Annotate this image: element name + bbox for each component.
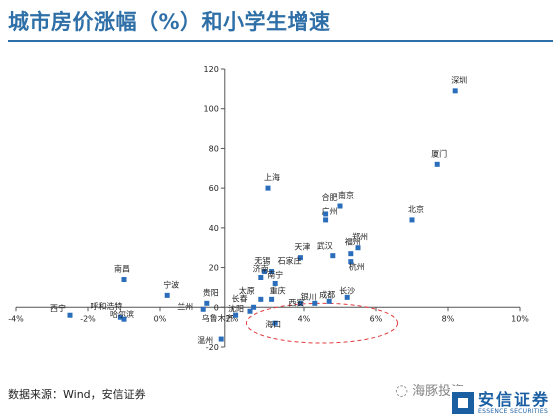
data-point-label: 南京 xyxy=(338,190,354,200)
data-point-label: 兰州 xyxy=(177,301,193,311)
data-point-label: 北京 xyxy=(408,204,424,214)
x-tick-label: 6% xyxy=(370,314,383,323)
y-tick-label: 100 xyxy=(204,105,219,114)
data-point xyxy=(348,259,354,265)
data-source-note: 数据来源：Wind，安信证券 xyxy=(8,388,146,401)
data-point xyxy=(200,306,206,312)
data-point xyxy=(272,320,278,326)
data-point xyxy=(258,275,264,280)
data-point xyxy=(355,245,361,251)
wechat-icon: ◌ xyxy=(395,380,409,399)
data-point xyxy=(348,251,354,257)
brand-name-cn: 安信证券 xyxy=(478,389,551,409)
brand-name-en: ESSENCE SECURITIES xyxy=(478,407,549,415)
data-point-label: 银川 xyxy=(301,291,317,301)
y-tick-label: 120 xyxy=(204,65,219,74)
data-point xyxy=(164,292,170,298)
title-underline xyxy=(8,40,553,42)
data-point-label: 呼和浩特 xyxy=(90,301,122,311)
chart-title: 城市房价涨幅（%）和小学生增速 xyxy=(8,10,331,34)
data-point xyxy=(67,312,73,318)
data-point-label: 杭州 xyxy=(349,262,365,272)
data-point xyxy=(233,312,239,318)
data-point xyxy=(265,185,271,191)
data-point xyxy=(269,296,275,302)
y-tick-label: 40 xyxy=(209,224,219,233)
highlight-ellipse xyxy=(245,302,399,344)
data-point-label: 温州 xyxy=(197,336,213,345)
x-tick-label: 0% xyxy=(154,314,167,323)
data-point xyxy=(269,269,275,275)
data-point-label: 海口 xyxy=(265,319,281,329)
x-tick-label: 8% xyxy=(442,314,455,323)
y-tick-label: 0 xyxy=(214,303,219,312)
scatter-chart: -4% -2% 0% 2% 4% 6% 8% 10% -20 0 20 40 60 80 100 120 深圳厦… xyxy=(0,42,553,382)
data-point xyxy=(434,161,440,167)
data-point-label: 广州 xyxy=(322,206,338,216)
data-point xyxy=(326,298,332,304)
data-point xyxy=(204,300,210,306)
data-point-label: 长沙 xyxy=(339,285,355,295)
data-point xyxy=(218,336,224,342)
x-tick-label: 10% xyxy=(511,314,529,323)
data-point-label: 上海 xyxy=(264,172,280,182)
data-point-label: 长春 xyxy=(232,293,248,303)
data-point xyxy=(247,308,253,314)
data-point-label: 太原 xyxy=(239,285,255,295)
data-point-label: 无锡 xyxy=(254,257,270,266)
data-point-label: 天津 xyxy=(294,242,310,252)
data-point-label: 西安 xyxy=(288,297,304,307)
x-tick-label: -4% xyxy=(8,314,24,323)
data-point-label: 深圳 xyxy=(451,75,467,85)
data-point xyxy=(344,294,350,300)
data-point-label: 石家庄 xyxy=(278,256,302,266)
data-point xyxy=(261,269,267,275)
data-point-label: 南宁 xyxy=(267,269,283,279)
data-point-label: 重庆 xyxy=(270,285,286,295)
data-point-label: 南昌 xyxy=(114,263,130,273)
data-point xyxy=(251,304,257,310)
brand-mark-icon xyxy=(452,391,474,414)
y-tick-label: 80 xyxy=(209,144,219,153)
data-point xyxy=(409,217,415,223)
data-point-label: 贵阳 xyxy=(203,287,219,297)
data-point-label: 宁波 xyxy=(163,279,179,289)
data-point xyxy=(323,211,329,217)
x-tick-label: -2% xyxy=(80,314,96,323)
y-tick-label: -20 xyxy=(206,343,219,352)
data-point xyxy=(337,203,343,209)
data-point-label: 济南 xyxy=(253,264,269,274)
data-point-label: 合肥 xyxy=(322,192,338,202)
y-tick-label: 60 xyxy=(209,184,219,193)
scatter-plot-svg: -4% -2% 0% 2% 4% 6% 8% 10% -20 0 20 40 60 80 100 120 深圳厦… xyxy=(8,65,529,352)
data-point-label: 厦门 xyxy=(431,148,447,158)
data-point xyxy=(297,255,303,261)
data-point-label: 郑州 xyxy=(352,232,368,242)
data-point-label: 哈尔滨 xyxy=(110,309,134,319)
data-point-label: 西宁 xyxy=(50,303,66,313)
data-point-label: 沈阳 xyxy=(228,303,244,313)
x-tick-label: 2% xyxy=(226,314,239,323)
data-point xyxy=(312,300,318,306)
data-point-label: 乌鲁木齐 xyxy=(202,313,234,323)
x-tick-label: 4% xyxy=(298,314,311,323)
data-point xyxy=(297,300,303,306)
brand-logo-block: 安信证券 ESSENCE SECURITIES xyxy=(450,386,553,419)
data-point xyxy=(258,296,264,302)
data-point-label: 武汉 xyxy=(317,241,333,251)
data-point xyxy=(330,253,336,259)
data-point xyxy=(117,314,123,320)
data-point xyxy=(121,276,127,282)
y-tick-label: 20 xyxy=(209,264,219,273)
data-point xyxy=(323,217,329,223)
data-point xyxy=(121,316,127,322)
data-point xyxy=(272,280,278,286)
data-point-label: 福州 xyxy=(345,238,361,247)
data-point-label: 成都 xyxy=(319,289,335,299)
data-point xyxy=(452,88,458,94)
